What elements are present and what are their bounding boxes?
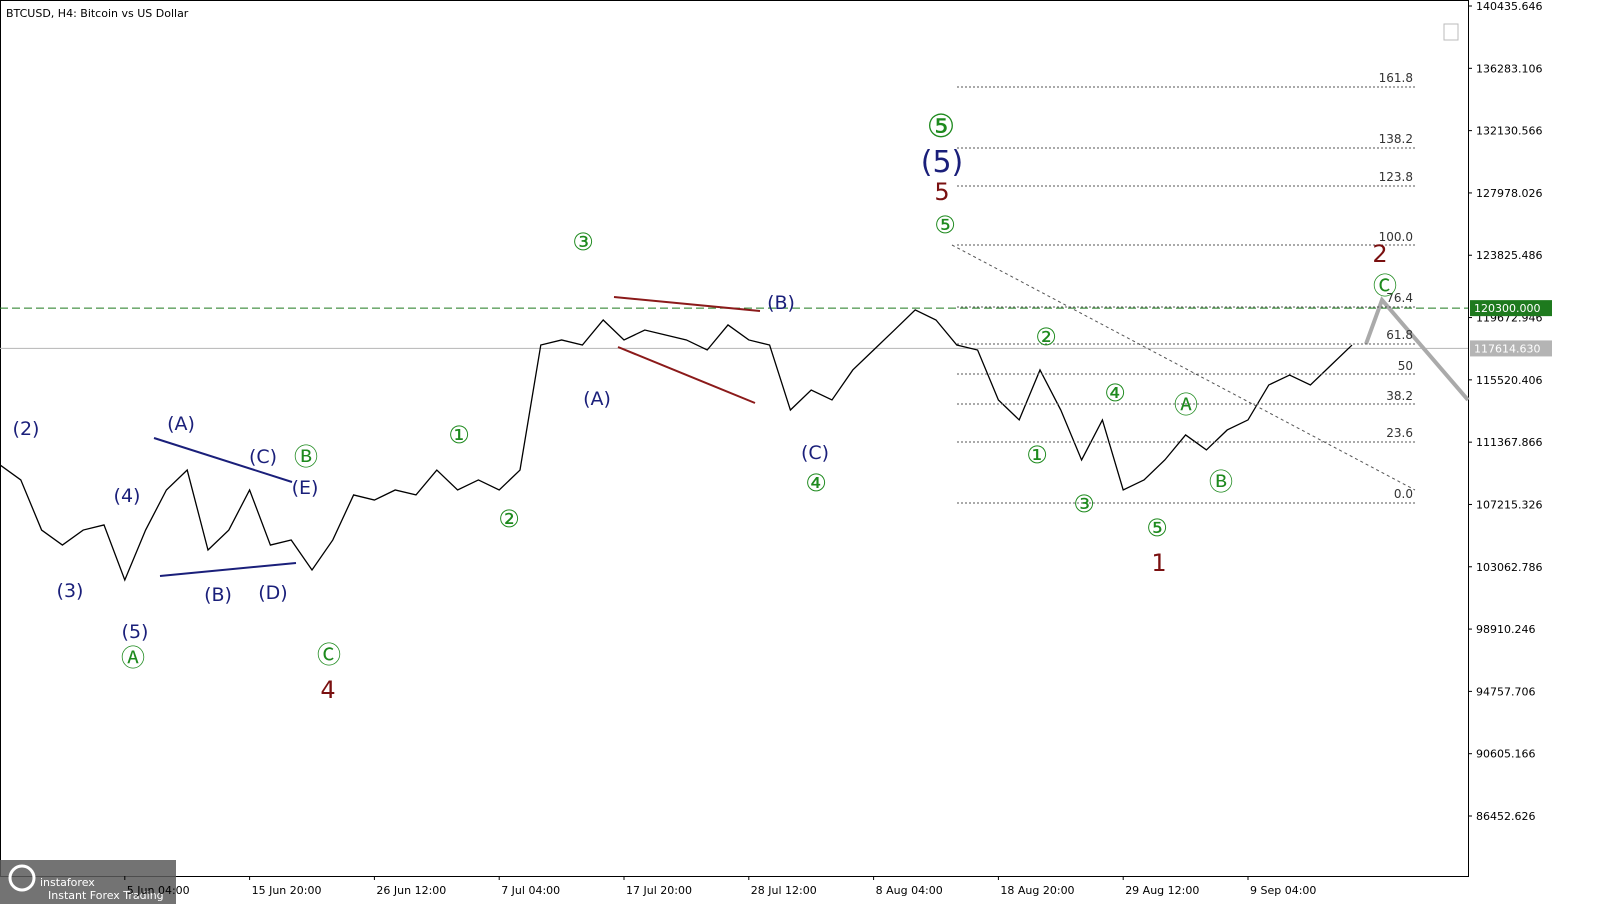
fib-lines [957,86,1415,504]
fib-label: 161.8 [1379,71,1413,85]
price-line-series [0,309,1353,582]
wave-label: (3) [57,580,84,602]
fib-label: 23.6 [1386,426,1413,440]
wave-label: ② [1035,323,1057,351]
y-tick-label: 86452.626 [1476,810,1536,823]
logo-name: instaforex [40,876,95,889]
wave-label: Ⓐ [1174,391,1198,419]
wave-label: ② [498,505,520,533]
wave-label: ④ [805,469,827,497]
trend-line [617,346,756,404]
price-tag-label: 120300.000 [1474,302,1540,315]
wave-label: ③ [572,228,594,256]
y-tick-label: 90605.166 [1476,748,1536,761]
wave-label: ④ [1104,379,1126,407]
x-tick-label: 29 Aug 12:00 [1125,884,1199,897]
y-tick-label: 136283.106 [1476,62,1542,75]
y-tick-label: 127978.026 [1476,187,1542,200]
chart-title: BTCUSD, H4: Bitcoin vs US Dollar [6,7,189,20]
wave-label: Ⓑ [1209,468,1233,496]
x-tick-label: 7 Jul 04:00 [501,884,560,897]
wave-label: Ⓒ [317,641,341,669]
wave-label: Ⓐ [121,644,145,672]
wave-label: (5) [921,145,964,180]
x-tick-label: 8 Aug 04:00 [876,884,943,897]
y-tick-label: 94757.706 [1476,685,1536,698]
trend-line [153,437,293,483]
x-tick-label: 17 Jul 20:00 [626,884,692,897]
panel-icon[interactable] [1443,23,1459,41]
fib-label: 50 [1398,359,1413,373]
x-tick-label: 15 Jun 20:00 [252,884,322,897]
wave-label: 4 [320,676,335,704]
logo-tagline: Instant Forex Trading [48,889,164,902]
x-tick-label: 18 Aug 20:00 [1000,884,1074,897]
price-tag [1470,340,1552,357]
y-tick-label: 132130.566 [1476,125,1542,138]
trend-line [951,244,1416,491]
y-tick-label: 107215.326 [1476,498,1542,511]
fib-label: 123.8 [1379,170,1413,184]
wave-label: (A) [167,413,195,435]
plot-frame [0,0,1469,877]
wave-label: 5 [934,178,949,206]
fib-label: 76.4 [1386,291,1413,305]
wave-label: (C) [249,446,277,468]
x-tick-label: 28 Jul 12:00 [751,884,817,897]
x-tick-label: 5 Jun 04:00 [127,884,190,897]
wave-label: ⑤ [927,107,956,145]
wave-label: ① [1026,441,1048,469]
price-tag-label: 117614.630 [1474,342,1540,355]
fib-label: 61.8 [1386,328,1413,342]
projection [1364,296,1470,402]
wave-label: (D) [258,582,287,604]
wave-label: ③ [1073,490,1095,518]
trend-line [159,562,297,577]
y-tick-label: 140435.646 [1476,0,1542,13]
wave-label: 1 [1151,549,1166,577]
wave-label: (C) [801,442,829,464]
fib-label: 138.2 [1379,132,1413,146]
wave-label: ⑤ [1146,514,1168,542]
fib-label: 38.2 [1386,389,1413,403]
wave-label: ① [448,421,470,449]
wave-label: (A) [583,388,611,410]
wave-label: Ⓑ [294,443,318,471]
y-tick-label: 98910.246 [1476,623,1536,636]
logo-icon [8,864,36,892]
wave-label: (4) [114,485,141,507]
wave-label: Ⓒ [1373,272,1397,300]
trend-line [613,296,761,312]
wave-label: (B) [204,584,232,606]
x-tick-label: 9 Sep 04:00 [1250,884,1316,897]
wave-label: ⑤ [934,211,956,239]
wave-label: (B) [767,292,795,314]
wave-label: (5) [122,621,149,643]
fib-label: 100.0 [1379,230,1413,244]
y-tick-label: 115520.406 [1476,374,1542,387]
y-tick-label: 111367.866 [1476,436,1542,449]
price-tag [1470,300,1552,317]
x-tick-label: 26 Jun 12:00 [376,884,446,897]
wave-label: (2) [13,418,40,440]
wave-label: 2 [1372,240,1387,268]
wave-label: (E) [292,477,319,499]
y-tick-label: 123825.486 [1476,249,1542,262]
fib-label: 0.0 [1394,487,1413,501]
y-tick-label: 103062.786 [1476,561,1542,574]
